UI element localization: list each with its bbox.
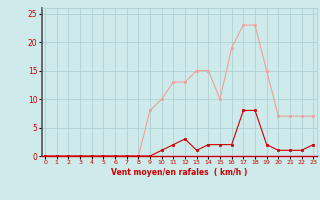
- X-axis label: Vent moyen/en rafales  ( km/h ): Vent moyen/en rafales ( km/h ): [111, 168, 247, 177]
